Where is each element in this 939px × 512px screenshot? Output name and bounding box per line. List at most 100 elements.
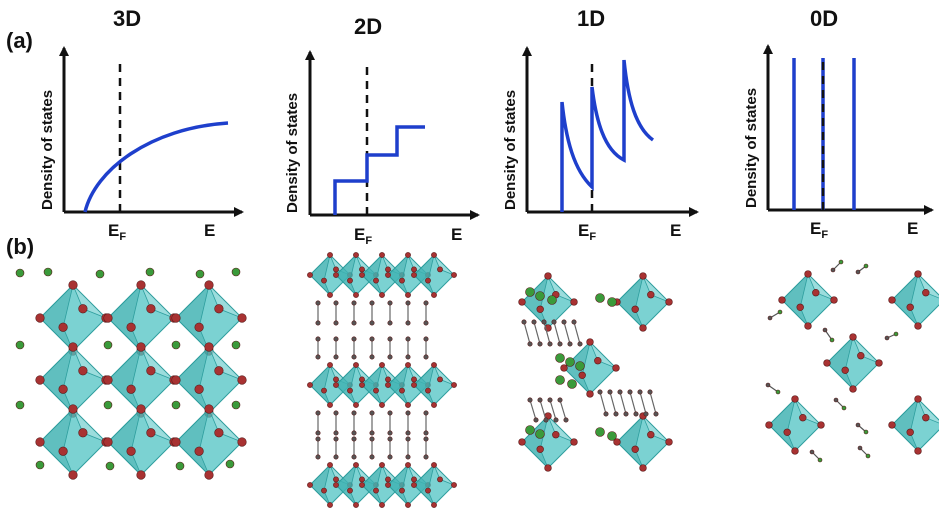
a-site-atom <box>145 267 155 277</box>
dos-curve <box>83 121 229 213</box>
vertex-atom <box>405 502 411 508</box>
spacer-atom <box>387 430 393 436</box>
organic-spacer <box>523 321 531 345</box>
spacer-atom <box>405 436 411 442</box>
vertex-atom <box>58 322 68 332</box>
octahedron-face <box>852 336 880 364</box>
vertex-atom <box>103 313 113 323</box>
vertex-atom <box>536 305 544 313</box>
spacer-atom <box>551 319 557 325</box>
vertex-atom <box>353 462 359 468</box>
spacer-atom <box>423 410 429 416</box>
vertex-atom <box>631 305 639 313</box>
spacer-atom <box>369 320 375 326</box>
structure-3d-network <box>15 267 247 480</box>
spacer-atom <box>830 267 836 273</box>
spacer-atom <box>809 449 815 455</box>
a-site-atom <box>775 389 781 395</box>
spacer-atom <box>315 410 321 416</box>
structure-1d-chains <box>518 272 673 472</box>
vertex-atom <box>333 376 339 383</box>
spacer-atom <box>333 454 339 460</box>
vertex-atom <box>373 487 379 494</box>
panel-label-a: (a) <box>6 28 33 53</box>
spacer-atom <box>387 320 393 326</box>
vertex-atom <box>385 376 391 383</box>
y-axis-label: Density of states <box>39 90 56 210</box>
panel-label-b: (b) <box>6 234 34 259</box>
vertex-atom <box>35 313 45 323</box>
vertex-atom <box>171 375 181 385</box>
octahedron <box>385 362 431 408</box>
spacer-atom <box>531 319 537 325</box>
spacer-atom <box>333 436 339 442</box>
spacer-atom <box>369 354 375 360</box>
spacer-atom <box>527 397 533 403</box>
vertex-atom <box>431 462 437 468</box>
spacer-atom <box>351 454 357 460</box>
a-site-atom <box>35 460 45 470</box>
a-site-atom <box>838 259 844 265</box>
spacer-atom <box>765 382 771 388</box>
vertex-atom <box>411 272 417 278</box>
vertex-atom <box>327 402 333 408</box>
vertex-atom <box>425 387 431 394</box>
vertex-atom <box>353 252 359 258</box>
spacer-atom <box>405 300 411 306</box>
vertex-atom <box>78 304 88 314</box>
organic-spacer <box>529 399 537 421</box>
vertex-atom <box>437 476 443 483</box>
x-axis-label: E <box>451 225 462 244</box>
spacer-atom <box>351 436 357 442</box>
vertex-atom <box>359 382 365 388</box>
spacer-atom <box>423 320 429 326</box>
vertex-atom <box>78 428 88 438</box>
a-site-atom <box>829 337 835 343</box>
a-site-atom <box>535 291 545 301</box>
a-site-atom <box>607 297 617 307</box>
vertex-atom <box>136 404 146 414</box>
a-site-atom <box>535 429 545 439</box>
spacer-atom <box>527 341 533 347</box>
vertex-atom <box>385 382 391 388</box>
spacer-atom <box>547 341 553 347</box>
spacer-atom <box>351 300 357 306</box>
a-site-atom <box>525 425 535 435</box>
vertex-atom <box>405 292 411 298</box>
octahedron <box>333 462 379 508</box>
a-site-atom <box>225 459 235 469</box>
a-site-atom <box>231 400 241 410</box>
spacer-atom <box>767 315 773 321</box>
vertex-atom <box>385 476 391 483</box>
octahedron-face <box>807 273 835 301</box>
vertex-atom <box>347 487 353 494</box>
spacer-atom <box>643 411 649 417</box>
octahedron <box>103 404 179 480</box>
spacer-atom <box>369 454 375 460</box>
octahedron <box>385 462 431 508</box>
spacer-atom <box>315 430 321 436</box>
vertex-atom <box>103 437 113 447</box>
a-site-atom <box>525 287 535 297</box>
spacer-atom <box>333 300 339 306</box>
vertex-atom <box>333 482 339 488</box>
vertex-atom <box>136 470 146 480</box>
vertex-atom <box>353 502 359 508</box>
vertex-atom <box>359 272 365 278</box>
vertex-atom <box>103 375 113 385</box>
octahedron <box>411 252 457 298</box>
vertex-atom <box>411 482 417 488</box>
x-axis-label: E <box>670 221 681 240</box>
organic-spacer <box>573 321 581 345</box>
vertex-atom <box>146 366 156 376</box>
vertex-atom <box>544 272 552 280</box>
spacer-atom <box>637 389 643 395</box>
spacer-atom <box>617 389 623 395</box>
vertex-atom <box>518 438 526 446</box>
fermi-label: EF <box>354 225 372 247</box>
vertex-atom <box>791 447 799 455</box>
spacer-atom <box>369 410 375 416</box>
a-site-atom <box>565 357 575 367</box>
vertex-atom <box>823 359 831 367</box>
vertex-atom <box>171 437 181 447</box>
